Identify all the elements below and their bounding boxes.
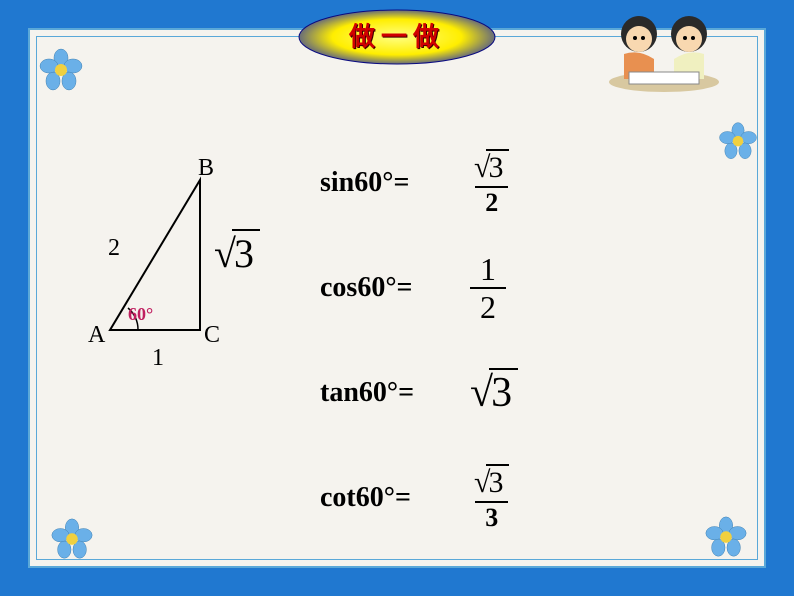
- triangle-diagram: B A C 2 1 60° 3: [70, 150, 290, 390]
- flower-icon: [48, 516, 96, 564]
- eq-value: 3 2: [470, 150, 513, 216]
- vertex-a: A: [88, 322, 105, 349]
- flower-icon: [36, 46, 86, 96]
- side-height: 3: [214, 230, 260, 277]
- angle-60: 60°: [128, 304, 153, 325]
- equations-block: sin60°= 3 2 cos60°= 1 2 tan60°= 3 cot60°…: [320, 130, 720, 550]
- eq-value: 1 2: [470, 253, 506, 323]
- flower-icon: [716, 120, 760, 164]
- eq-tan: tan60°= 3: [320, 340, 720, 445]
- eq-value: 3 3: [470, 465, 513, 531]
- eq-cos: cos60°= 1 2: [320, 235, 720, 340]
- side-hypotenuse: 2: [108, 235, 120, 262]
- eq-cot: cot60°= 3 3: [320, 445, 720, 550]
- eq-sin: sin60°= 3 2: [320, 130, 720, 235]
- eq-value: 3: [470, 369, 518, 417]
- flower-icon: [702, 514, 750, 562]
- title-badge: 做一做: [297, 8, 497, 66]
- vertex-c: C: [204, 322, 220, 349]
- eq-label: tan60°=: [320, 377, 450, 409]
- eq-label: sin60°=: [320, 167, 450, 199]
- vertex-b: B: [198, 155, 214, 182]
- eq-label: cot60°=: [320, 482, 450, 514]
- students-icon: [594, 4, 734, 99]
- side-base: 1: [152, 345, 164, 372]
- eq-label: cos60°=: [320, 272, 450, 304]
- title-text: 做一做: [349, 17, 445, 54]
